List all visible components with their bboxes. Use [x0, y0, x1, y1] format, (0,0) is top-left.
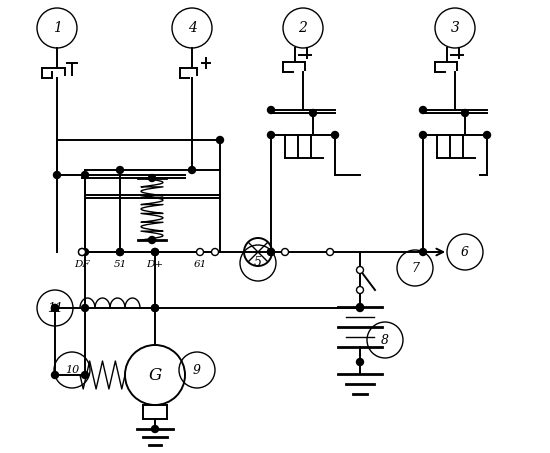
Circle shape: [148, 174, 156, 182]
Circle shape: [196, 249, 204, 255]
Circle shape: [81, 371, 89, 379]
Circle shape: [52, 304, 58, 312]
Circle shape: [420, 249, 426, 255]
Circle shape: [267, 106, 274, 114]
Text: 7: 7: [411, 261, 419, 275]
Circle shape: [310, 110, 316, 116]
Text: 10: 10: [65, 365, 79, 375]
Circle shape: [117, 167, 124, 173]
Text: 3: 3: [450, 21, 459, 35]
Text: G: G: [148, 366, 162, 384]
Circle shape: [356, 286, 364, 294]
Text: D+: D+: [146, 260, 163, 269]
Text: 61: 61: [194, 260, 207, 269]
Circle shape: [151, 304, 158, 312]
Circle shape: [356, 358, 364, 366]
Circle shape: [267, 131, 274, 139]
Circle shape: [79, 249, 85, 255]
Circle shape: [117, 249, 124, 255]
Circle shape: [461, 110, 469, 116]
Circle shape: [212, 249, 218, 255]
Circle shape: [117, 249, 124, 255]
Circle shape: [52, 304, 58, 312]
Circle shape: [327, 249, 333, 255]
Circle shape: [81, 304, 89, 312]
Circle shape: [267, 249, 274, 255]
Circle shape: [356, 304, 364, 312]
Circle shape: [420, 131, 426, 139]
Circle shape: [151, 249, 158, 255]
Circle shape: [483, 131, 491, 139]
Text: 9: 9: [193, 363, 201, 376]
Circle shape: [151, 304, 158, 312]
Circle shape: [79, 249, 85, 255]
Text: 2: 2: [299, 21, 307, 35]
Text: 51: 51: [113, 260, 127, 269]
Circle shape: [282, 249, 289, 255]
Circle shape: [81, 249, 89, 255]
Text: 1: 1: [53, 21, 62, 35]
Circle shape: [267, 249, 274, 255]
Circle shape: [52, 371, 58, 379]
Circle shape: [420, 106, 426, 114]
Circle shape: [151, 425, 158, 433]
Circle shape: [189, 167, 195, 173]
Circle shape: [217, 136, 223, 144]
Circle shape: [53, 172, 60, 178]
Circle shape: [151, 249, 158, 255]
Text: 6: 6: [461, 246, 469, 259]
Circle shape: [125, 345, 185, 405]
Text: 5: 5: [254, 256, 262, 270]
Text: 8: 8: [381, 333, 389, 347]
Text: DF: DF: [74, 260, 90, 269]
Circle shape: [356, 304, 364, 310]
Circle shape: [81, 172, 89, 178]
Circle shape: [356, 266, 364, 274]
Text: 11: 11: [47, 302, 63, 314]
Circle shape: [148, 236, 156, 244]
Circle shape: [332, 131, 338, 139]
Text: 4: 4: [188, 21, 196, 35]
